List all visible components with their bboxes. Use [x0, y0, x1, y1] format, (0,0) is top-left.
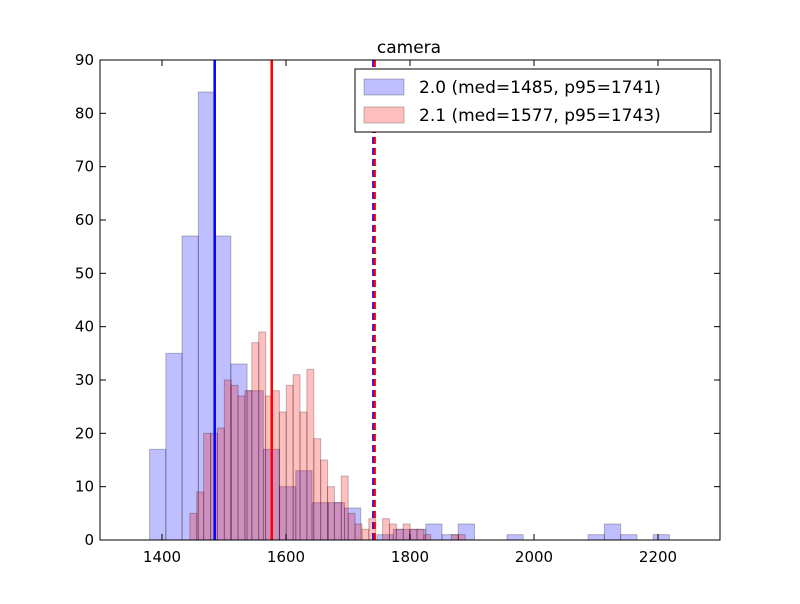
histogram-bar-series-1-bin-33 — [416, 528, 425, 541]
histogram-bar-series-1-bin-29 — [388, 523, 397, 541]
y-tick-label-50: 50 — [75, 264, 94, 282]
y-tick-label-10: 10 — [75, 478, 94, 496]
histogram-bar-series-1-bin-6 — [230, 384, 239, 541]
histogram-bar-series-1-bin-39 — [457, 534, 466, 541]
histogram-bar-series-1-bin-4 — [216, 427, 225, 541]
histogram-bar-series-1-bin-21 — [333, 502, 342, 541]
x-tick-label-1400: 1400 — [143, 548, 181, 566]
reference-lines-layer — [213, 60, 376, 540]
histogram-bar-series-1-bin-15 — [292, 374, 301, 541]
histogram-bar-series-1-bin-0 — [189, 512, 198, 541]
histogram-bar-series-1-bin-12 — [271, 390, 280, 541]
y-tick-label-60: 60 — [75, 211, 94, 229]
histogram-bar-series-1-bin-9 — [251, 342, 260, 541]
legend-swatch-0 — [363, 78, 405, 96]
histogram-bar-series-1-bin-2 — [203, 432, 212, 541]
x-tick-label-2200: 2200 — [639, 548, 677, 566]
histogram-bar-series-1-bin-22 — [340, 475, 349, 541]
x-tick-label-1800: 1800 — [391, 548, 429, 566]
histogram-bar-series-0-bin-2 — [181, 235, 199, 541]
histogram-bar-series-1-bin-18 — [313, 438, 322, 541]
histogram-bar-series-0-bin-28 — [603, 523, 622, 541]
bars-layer — [149, 91, 670, 541]
histogram-bar-series-1-bin-10 — [258, 331, 267, 541]
legend-swatch-1 — [363, 106, 405, 124]
histogram-bar-series-1-bin-34 — [423, 534, 432, 541]
histogram-bar-series-1-bin-32 — [409, 528, 418, 541]
legend-box — [354, 68, 712, 133]
chart-title: camera — [377, 38, 441, 58]
histogram-bar-series-0-bin-22 — [506, 534, 524, 541]
y-tick-label-40: 40 — [75, 318, 94, 336]
histogram-bar-series-1-bin-25 — [361, 528, 370, 541]
y-tick-label-70: 70 — [75, 158, 94, 176]
histogram-bar-series-1-bin-23 — [347, 512, 356, 541]
y-tick-label-90: 90 — [75, 51, 94, 69]
histogram-bar-series-0-bin-31 — [652, 534, 670, 541]
y-tick-label-80: 80 — [75, 104, 94, 122]
x-tick-label-1600: 1600 — [267, 548, 305, 566]
axes-layer: 1400 1600 1800 2000 2200 0 10 20 30 40 50 60 70 80 90 — [75, 51, 721, 566]
histogram-bar-series-1-bin-31 — [402, 523, 411, 541]
histogram-bar-series-1-bin-30 — [395, 528, 404, 541]
histogram-bar-series-0-bin-0 — [149, 448, 167, 541]
y-tick-label-30: 30 — [75, 371, 94, 389]
histogram-bar-series-1-bin-13 — [278, 411, 287, 541]
histogram-bar-series-0-bin-27 — [587, 534, 605, 541]
histogram-bar-series-0-bin-1 — [165, 352, 183, 541]
legend-label-0: 2.0 (med=1485, p95=1741) — [419, 78, 661, 98]
histogram-bar-series-1-bin-20 — [327, 486, 335, 541]
histogram-bar-series-1-bin-24 — [354, 523, 363, 541]
histogram-bar-series-1-bin-5 — [223, 379, 232, 541]
histogram-bar-series-1-bin-8 — [244, 390, 253, 541]
histogram-bar-series-0-bin-29 — [620, 534, 638, 541]
x-tick-label-2000: 2000 — [515, 548, 553, 566]
histogram-bar-series-1-bin-16 — [299, 411, 308, 541]
histogram-bar-series-1-bin-19 — [320, 459, 329, 541]
histogram-bar-series-1-bin-7 — [237, 395, 246, 541]
histogram-bar-series-1-bin-1 — [196, 491, 205, 541]
y-tick-label-20: 20 — [75, 424, 94, 442]
histogram-bar-series-1-bin-28 — [382, 518, 390, 541]
legend: 2.0 (med=1485, p95=1741) 2.1 (med=1577, p… — [354, 68, 712, 133]
histogram-bar-series-1-bin-14 — [285, 384, 294, 541]
histogram-bar-series-1-bin-17 — [306, 368, 315, 541]
histogram-bar-series-1-bin-38 — [450, 534, 459, 541]
y-tick-label-0: 0 — [84, 531, 94, 549]
legend-label-1: 2.1 (med=1577, p95=1743) — [419, 106, 661, 126]
